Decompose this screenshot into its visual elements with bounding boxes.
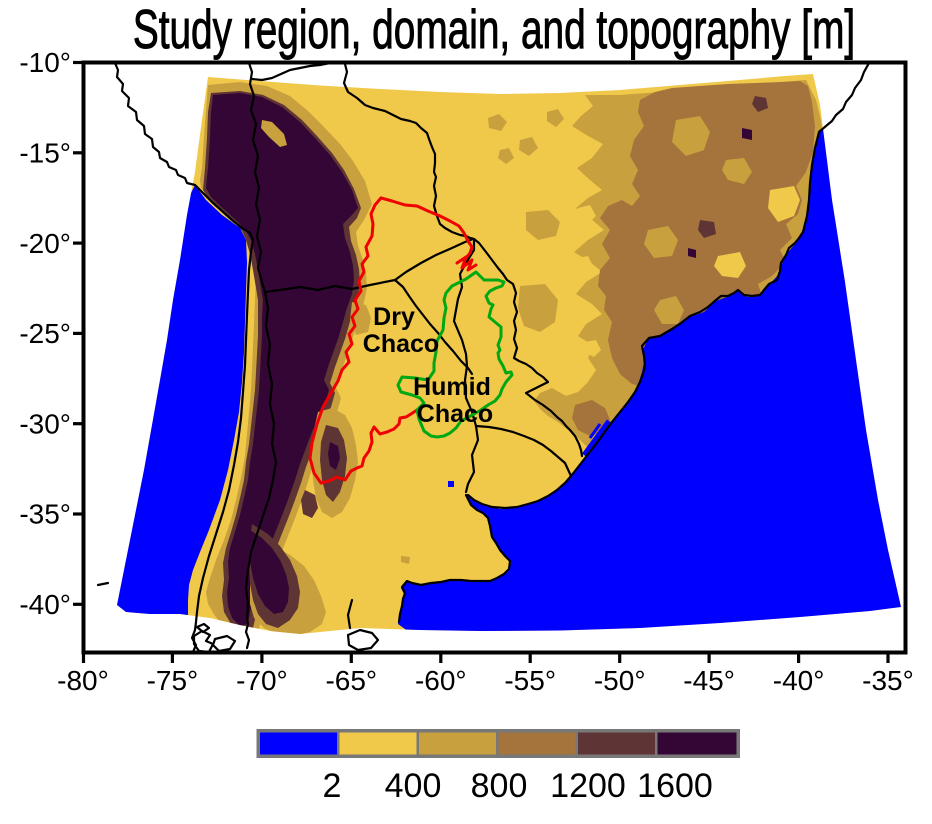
svg-text:-40°: -40° xyxy=(19,589,71,620)
svg-text:Dry: Dry xyxy=(373,303,415,331)
svg-text:1600: 1600 xyxy=(637,767,713,805)
svg-text:Study region, domain, and topo: Study region, domain, and topography [m] xyxy=(133,0,855,61)
svg-text:-25°: -25° xyxy=(19,318,71,349)
svg-text:-80°: -80° xyxy=(57,665,109,696)
svg-text:-35°: -35° xyxy=(19,499,71,530)
svg-text:-10°: -10° xyxy=(19,47,71,78)
svg-text:800: 800 xyxy=(471,767,528,805)
svg-text:-45°: -45° xyxy=(683,665,735,696)
svg-text:-75°: -75° xyxy=(147,665,199,696)
svg-text:2: 2 xyxy=(323,767,342,805)
svg-text:-35°: -35° xyxy=(862,665,914,696)
svg-text:-15°: -15° xyxy=(19,138,71,169)
svg-text:Humid: Humid xyxy=(413,373,491,401)
svg-text:Chaco: Chaco xyxy=(363,330,439,358)
svg-text:-30°: -30° xyxy=(19,408,71,439)
svg-text:-55°: -55° xyxy=(504,665,556,696)
svg-text:Chaco: Chaco xyxy=(417,400,493,428)
svg-text:-65°: -65° xyxy=(325,665,377,696)
svg-text:-70°: -70° xyxy=(236,665,288,696)
svg-text:-60°: -60° xyxy=(415,665,467,696)
svg-text:400: 400 xyxy=(385,767,442,805)
svg-text:1200: 1200 xyxy=(550,767,626,805)
svg-text:-50°: -50° xyxy=(594,665,646,696)
svg-text:-20°: -20° xyxy=(19,228,71,259)
svg-text:-40°: -40° xyxy=(773,665,825,696)
